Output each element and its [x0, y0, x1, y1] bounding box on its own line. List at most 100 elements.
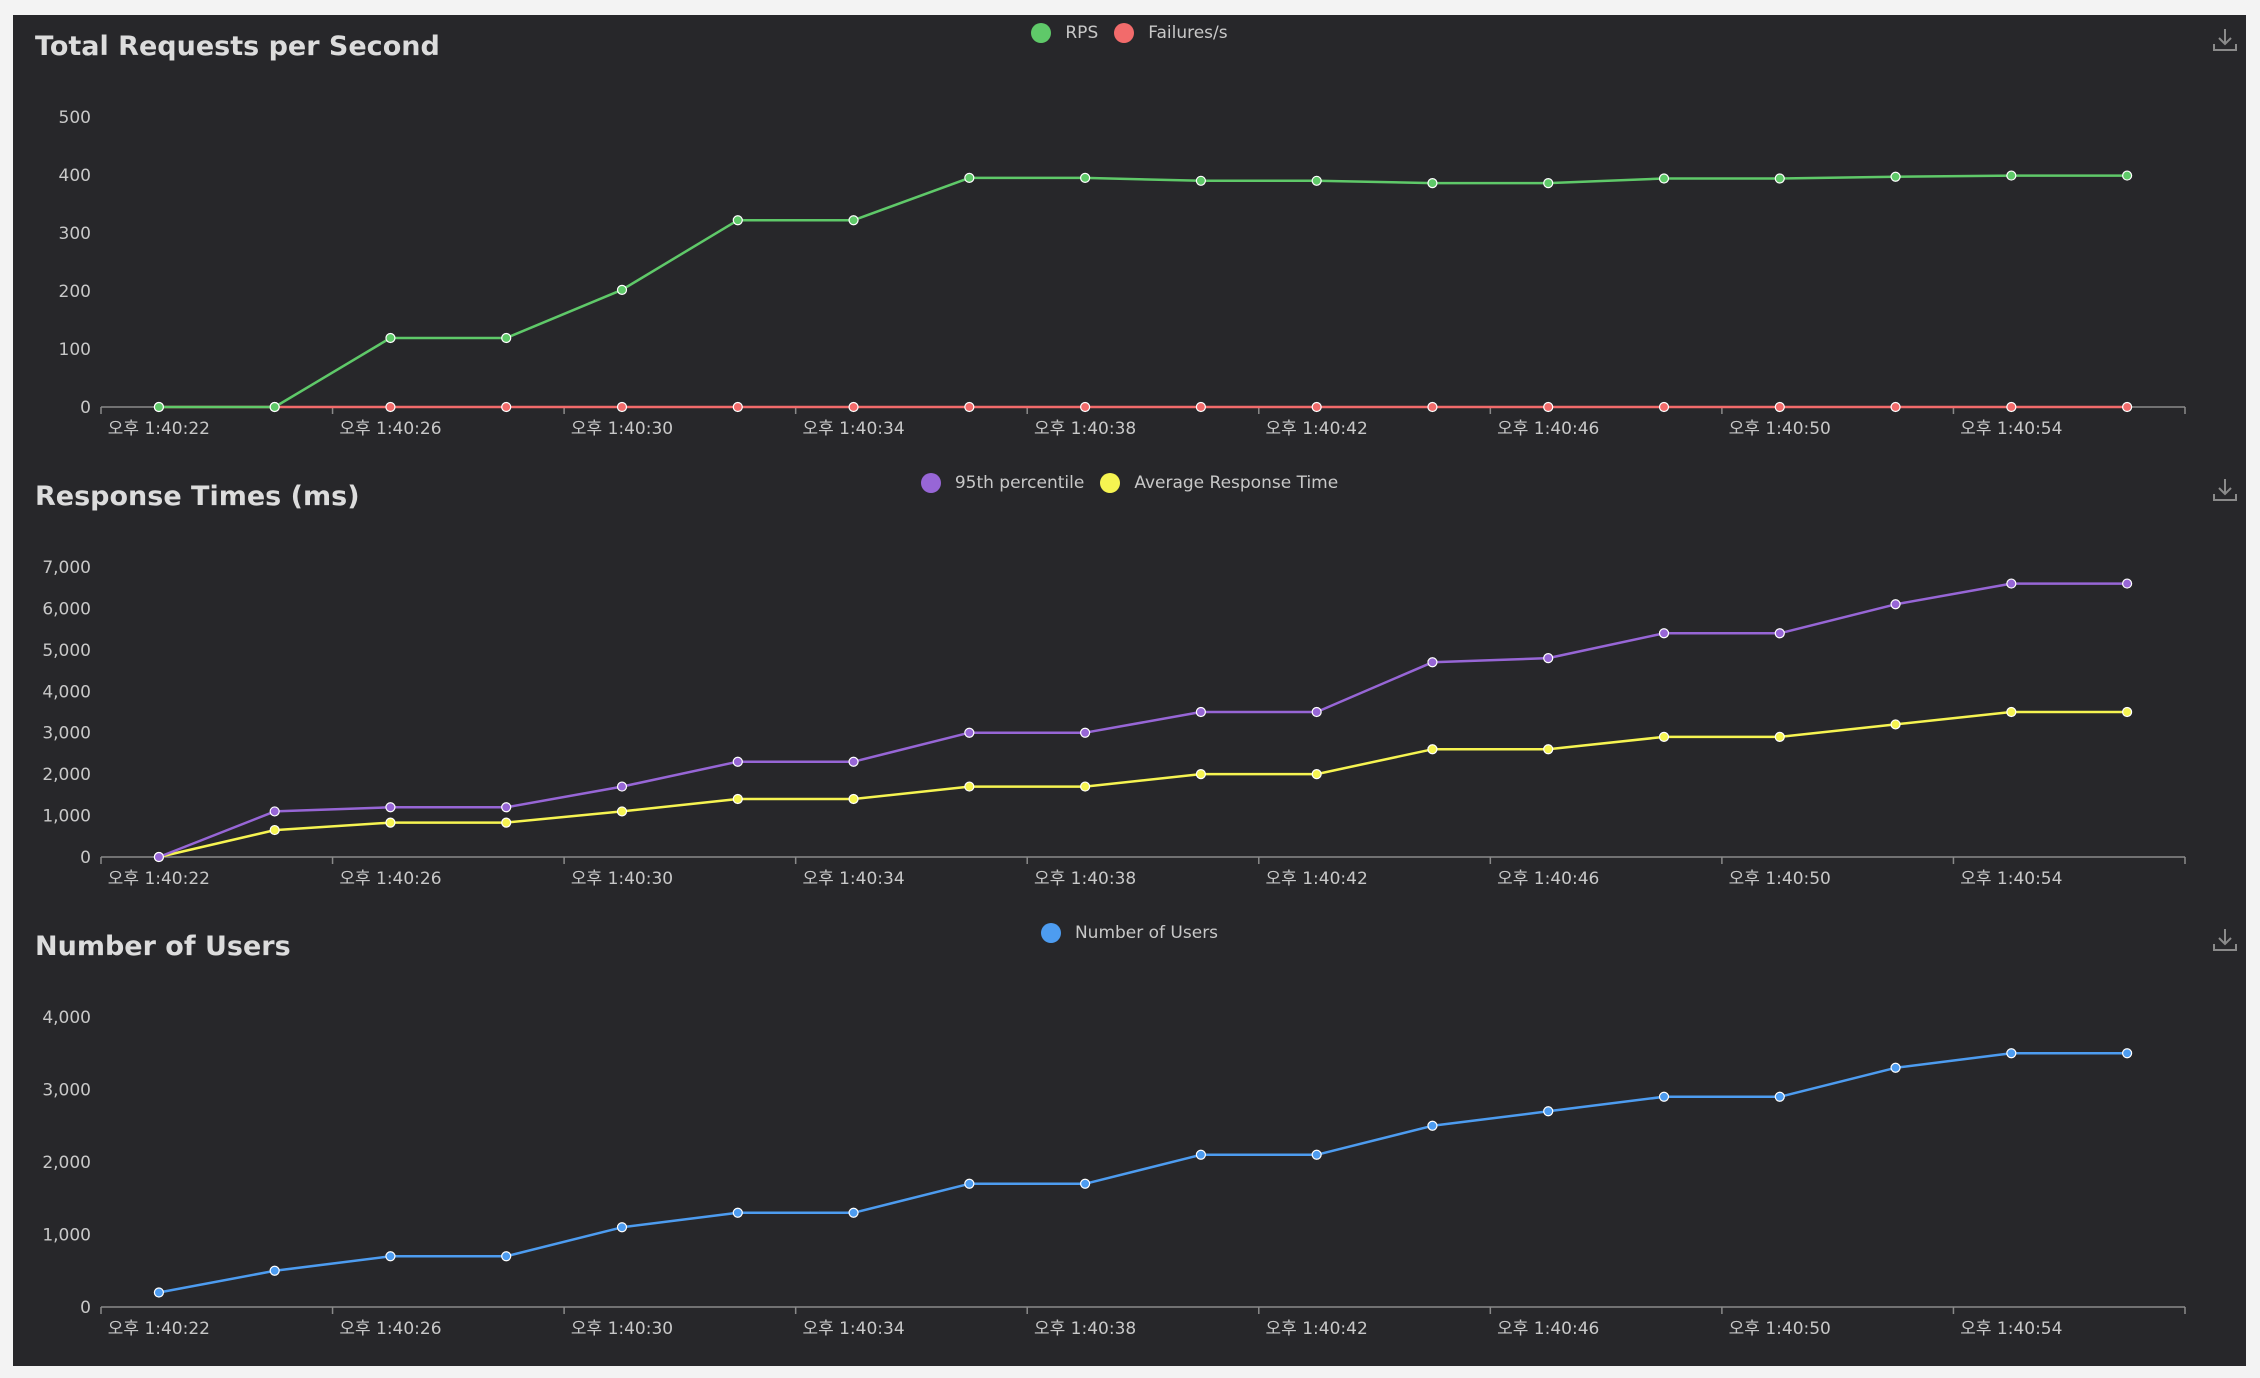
data-point [1890, 401, 1901, 413]
data-point [2122, 401, 2133, 413]
data-point [1427, 1120, 1438, 1131]
data-point [1195, 175, 1206, 186]
legend-item[interactable]: Average Response Time [1100, 473, 1338, 493]
x-tick-label: 오후 1:40:46 [1497, 869, 1599, 889]
download-icon[interactable] [2210, 925, 2240, 955]
legend-color-dot [1040, 923, 1061, 943]
y-tick-label: 3,000 [42, 1081, 91, 1101]
y-tick-label: 200 [59, 282, 91, 302]
y-tick-label: 300 [59, 224, 91, 244]
x-tick-label: 오후 1:40:42 [1266, 1319, 1368, 1339]
legend-color-dot [920, 473, 941, 493]
data-point [732, 215, 743, 226]
y-tick-label: 6,000 [42, 599, 91, 619]
x-tick-label: 오후 1:40:54 [1960, 1319, 2062, 1339]
data-point [1774, 628, 1785, 639]
y-tick-label: 7,000 [42, 558, 91, 578]
data-point [1427, 178, 1438, 189]
y-tick-label: 1,000 [42, 807, 91, 827]
data-point [153, 1287, 164, 1298]
legend-item[interactable]: 95th percentile [920, 473, 1085, 493]
x-tick-label: 오후 1:40:26 [339, 869, 441, 889]
data-point [848, 215, 859, 226]
data-point [269, 401, 280, 413]
x-tick-label: 오후 1:40:54 [1960, 419, 2062, 439]
y-tick-label: 0 [80, 848, 91, 868]
chart-1: Total Requests per Second RPS Failures/s 0 1… [13, 15, 2246, 465]
y-tick-label: 4,000 [42, 682, 91, 702]
data-point [1543, 653, 1554, 664]
y-tick-label: 100 [59, 340, 91, 360]
x-tick-label: 오후 1:40:38 [1034, 1319, 1136, 1339]
legend-label: Number of Users [1074, 923, 1219, 943]
chart-legend: Number of Users [13, 915, 2246, 951]
data-point [732, 756, 743, 767]
data-point [2122, 578, 2133, 589]
x-tick-label: 오후 1:40:22 [108, 869, 210, 889]
y-tick-label: 2,000 [42, 765, 91, 785]
x-tick-label: 오후 1:40:50 [1729, 869, 1831, 889]
data-point [1658, 1091, 1670, 1102]
x-tick-label: 오후 1:40:46 [1497, 1319, 1599, 1339]
data-point [1080, 1178, 1091, 1189]
data-point [2006, 401, 2017, 413]
data-point [616, 1222, 628, 1233]
data-point [501, 802, 512, 813]
download-icon[interactable] [2210, 25, 2240, 55]
data-point [1427, 744, 1438, 755]
data-point [385, 401, 396, 413]
data-point [732, 401, 743, 413]
data-point [1311, 1149, 1322, 1160]
x-tick-label: 오후 1:40:22 [108, 419, 210, 439]
y-tick-label: 4,000 [42, 1008, 91, 1028]
chart-title: Response Times (ms) [35, 481, 360, 512]
x-tick-label: 오후 1:40:38 [1034, 419, 1136, 439]
data-point [1080, 172, 1091, 183]
data-point [1543, 401, 1554, 413]
data-point [501, 817, 512, 828]
data-point [964, 401, 975, 413]
data-point [1311, 401, 1322, 413]
data-point [2122, 170, 2133, 181]
data-point [1890, 171, 1901, 182]
x-tick-label: 오후 1:40:38 [1034, 869, 1136, 889]
legend-label: Failures/s [1148, 23, 1228, 43]
x-tick-label: 오후 1:40:46 [1497, 419, 1599, 439]
y-tick-label: 5,000 [42, 641, 91, 661]
legend-label: 95th percentile [954, 473, 1085, 493]
data-point [1427, 657, 1438, 668]
legend-item[interactable]: Failures/s [1114, 23, 1228, 43]
data-point [848, 756, 859, 767]
data-point [269, 824, 280, 836]
y-tick-label: 500 [59, 108, 91, 128]
chart-2: Response Times (ms) 95th percentile Averag… [13, 465, 2246, 915]
data-point [1774, 1091, 1785, 1102]
data-point [1890, 599, 1901, 610]
data-point [1658, 173, 1670, 184]
data-point [1195, 401, 1206, 413]
legend-color-dot [1100, 473, 1121, 493]
data-point [501, 401, 512, 413]
data-point [1543, 744, 1554, 755]
data-point [269, 806, 280, 817]
data-point [1080, 727, 1091, 738]
series-line [158, 174, 2128, 409]
y-tick-label: 0 [80, 398, 91, 418]
download-icon[interactable] [2210, 475, 2240, 505]
data-point [1774, 731, 1785, 742]
legend-label: RPS [1065, 23, 1099, 43]
x-tick-label: 오후 1:40:34 [802, 419, 904, 439]
legend-item[interactable]: Number of Users [1040, 923, 1219, 943]
data-point [1543, 178, 1554, 189]
y-tick-label: 400 [59, 166, 91, 186]
data-point [385, 802, 396, 813]
x-tick-label: 오후 1:40:54 [1960, 869, 2062, 889]
data-point [616, 401, 628, 413]
chart-legend: RPS Failures/s [13, 15, 2246, 51]
y-tick-label: 2,000 [42, 1153, 91, 1173]
x-tick-label: 오후 1:40:34 [802, 869, 904, 889]
data-point [269, 1265, 280, 1276]
legend-item[interactable]: RPS [1031, 23, 1098, 43]
data-point [385, 332, 396, 344]
x-tick-label: 오후 1:40:50 [1729, 419, 1831, 439]
